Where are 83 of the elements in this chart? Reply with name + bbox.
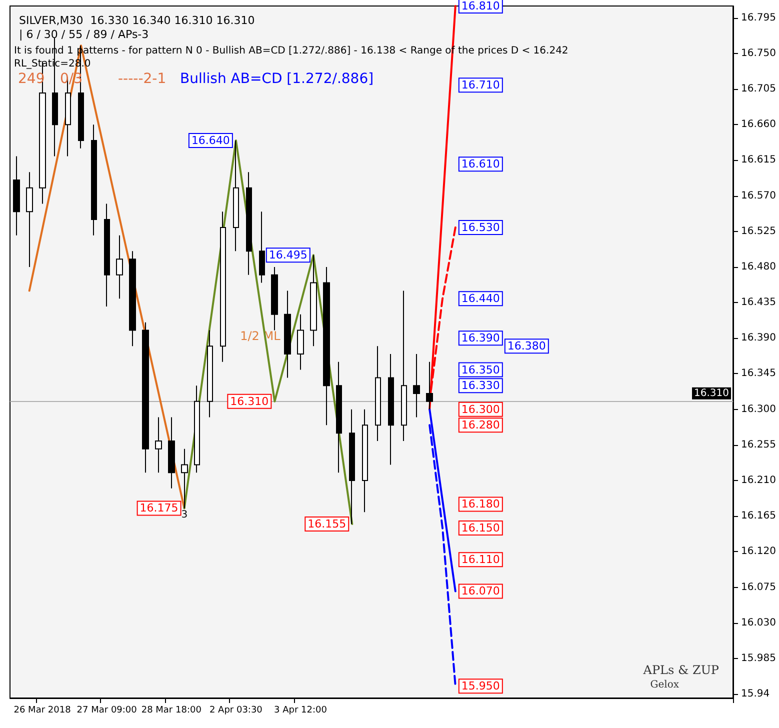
annotation: APLs & ZUP — [642, 663, 719, 677]
candlestick — [104, 203, 110, 308]
candlestick — [336, 361, 342, 474]
y-tick-label: 16.570 — [741, 190, 776, 202]
candlestick — [168, 416, 175, 489]
annotation: 16.390 — [461, 332, 500, 345]
candlestick — [388, 353, 394, 466]
y-tick-label: 15.985 — [741, 652, 776, 664]
annotation: 16.640 — [191, 134, 230, 147]
y-tick-label: 16.030 — [741, 617, 776, 628]
annotation: 16.350 — [461, 363, 500, 376]
candlestick — [207, 330, 213, 418]
y-tick-label: 16.705 — [741, 84, 776, 95]
y-tick-label: 16.075 — [741, 582, 776, 593]
candlestick — [426, 361, 433, 410]
candlestick — [362, 408, 368, 513]
annotation: 16.310 — [230, 394, 269, 408]
y-tick-label: 16.525 — [741, 226, 776, 237]
candlestick — [375, 346, 381, 442]
annotation: 16.810 — [461, 0, 500, 12]
x-tick-label: 3 Apr 12:00 — [274, 706, 328, 716]
candlestick — [310, 254, 317, 347]
y-tick-label: 16.615 — [741, 154, 776, 166]
annotation: 16.180 — [461, 498, 500, 511]
annotation: 15.950 — [461, 680, 500, 693]
annotation: Bullish AB=CD [1.272/.886] — [180, 71, 374, 87]
y-tick-label: 16.435 — [741, 297, 776, 308]
annotation: 16.440 — [461, 292, 500, 306]
annotation: -----2-1 — [118, 71, 166, 87]
annotation: 16.300 — [461, 402, 500, 416]
candlestick — [181, 448, 188, 509]
x-tick-label: 26 Mar 2018 — [14, 706, 72, 716]
text: | 6 / 30 / 55 / 89 / APs-3 — [19, 28, 149, 41]
annotation: 16.110 — [461, 553, 500, 566]
annotation: 16.610 — [461, 158, 500, 171]
text: SILVER,M30 16.330 16.340 16.310 16.310 — [19, 14, 255, 27]
candlestick — [323, 266, 330, 426]
y-tick-label: 16.255 — [741, 439, 776, 450]
annotation: 16.155 — [308, 518, 346, 531]
y-tick-label: 16.795 — [741, 12, 776, 24]
y-tick-label: 16.390 — [741, 332, 776, 344]
candlestick — [349, 408, 355, 525]
candlestick — [116, 234, 123, 300]
candlestick — [13, 156, 20, 236]
annotation: 16.330 — [461, 379, 500, 392]
candlestick — [246, 172, 252, 276]
y-tick-label: 16.345 — [741, 368, 776, 380]
y-tick-label: 16.165 — [741, 510, 776, 522]
y-tick-label: 16.480 — [741, 261, 776, 272]
candlestick — [297, 314, 304, 370]
candlestick — [259, 211, 265, 284]
ref-line-label: 16.310 — [694, 388, 729, 399]
annotation: 16.495 — [268, 248, 308, 262]
y-tick-label: 16.750 — [741, 48, 776, 59]
annotation: 16.150 — [461, 521, 500, 534]
candlestick — [142, 322, 149, 474]
x-tick-label: 27 Mar 09:00 — [76, 706, 138, 716]
annotation: 16.175 — [140, 502, 178, 515]
annotation: 16.380 — [507, 340, 546, 353]
candlestick — [220, 211, 226, 362]
candlestick — [271, 266, 278, 331]
x-tick-label: 28 Mar 18:00 — [141, 706, 202, 716]
candlestick — [233, 140, 239, 252]
candlestick — [155, 416, 162, 474]
candlestick — [413, 353, 420, 418]
y-tick-label: 16.120 — [741, 546, 776, 558]
annotation: Gelox — [650, 680, 680, 690]
annotation: 16.070 — [461, 584, 500, 598]
annotation: 16.280 — [461, 418, 500, 432]
candlestick — [194, 385, 200, 474]
annotation: 16.710 — [461, 78, 500, 92]
candlestick — [91, 124, 97, 236]
candlestick — [401, 290, 407, 442]
x-tick-label: 2 Apr 03:30 — [209, 706, 263, 716]
candlestick — [129, 250, 136, 347]
y-tick-label: 16.660 — [741, 119, 776, 130]
annotation: 3 — [181, 510, 188, 521]
candlestick — [284, 290, 291, 378]
candlestick — [26, 172, 33, 268]
y-tick-label: 16.300 — [741, 404, 776, 415]
y-tick-label: 15.94 — [741, 688, 770, 700]
annotation: 16.530 — [461, 220, 500, 234]
y-tick-label: 16.210 — [741, 475, 776, 486]
